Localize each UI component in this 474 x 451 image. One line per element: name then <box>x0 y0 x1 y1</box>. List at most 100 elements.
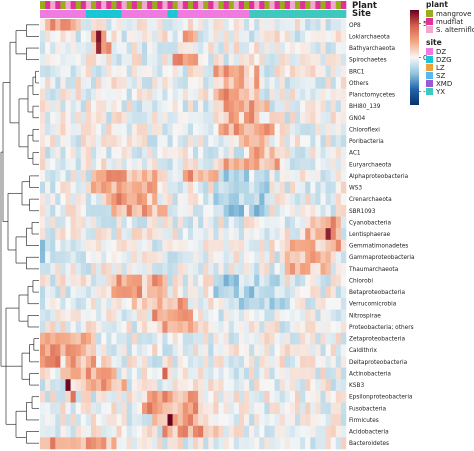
heatmap-cell <box>233 367 240 380</box>
heatmap-cell <box>40 77 46 90</box>
heatmap-cell <box>157 123 163 136</box>
heatmap-cell <box>182 414 189 427</box>
heatmap-cell <box>167 356 173 368</box>
heatmap-cell <box>218 170 224 182</box>
site-annotation-cell <box>279 10 286 18</box>
heatmap-cell <box>259 425 265 438</box>
heatmap-cell <box>162 181 168 194</box>
heatmap-cell <box>101 111 107 124</box>
heatmap-cell <box>233 228 240 241</box>
heatmap-cell <box>106 123 112 136</box>
heatmap-cell <box>182 100 189 113</box>
heatmap-cell <box>91 321 97 334</box>
heatmap-cell <box>96 286 102 299</box>
heatmap-cell <box>96 321 102 334</box>
heatmap-cell <box>40 158 46 171</box>
heatmap-cell <box>295 286 301 299</box>
heatmap-cell <box>320 181 326 194</box>
heatmap-cell <box>203 274 209 287</box>
heatmap-cell <box>142 30 148 43</box>
heatmap-cell <box>330 123 337 136</box>
heatmap-cell <box>65 274 71 287</box>
heatmap-cell <box>213 170 219 182</box>
heatmap-cell <box>320 228 326 241</box>
heatmap-cell <box>279 181 286 194</box>
heatmap-cell <box>85 111 92 124</box>
heatmap-cell <box>315 170 321 182</box>
heatmap-cell <box>187 146 194 159</box>
heatmap-cell <box>208 239 214 252</box>
heatmap-cell <box>157 53 163 66</box>
heatmap-cell <box>187 88 194 101</box>
heatmap-cell <box>40 135 46 148</box>
heatmap-cell <box>60 123 66 136</box>
heatmap-cell <box>85 414 92 427</box>
plant-annotation-cell <box>65 1 71 9</box>
heatmap-cell <box>96 65 102 78</box>
heatmap-cell <box>213 425 219 438</box>
heatmap-cell <box>310 286 316 299</box>
heatmap-cell <box>233 390 240 403</box>
heatmap-cell <box>340 332 347 345</box>
plant-annotation-cell <box>320 1 326 9</box>
heatmap-cell <box>310 88 316 101</box>
heatmap-cell <box>80 42 87 55</box>
heatmap-cell <box>167 42 173 55</box>
heatmap-cell <box>106 390 112 403</box>
heatmap-cell <box>300 263 306 275</box>
heatmap-cell <box>96 146 102 159</box>
heatmap-cell <box>136 88 143 101</box>
heatmap-cell <box>254 274 260 287</box>
plant-annotation-cell <box>55 1 61 9</box>
heatmap-cell <box>310 193 316 206</box>
heatmap-cell <box>198 437 204 450</box>
heatmap-cell <box>96 425 102 438</box>
heatmap-cell <box>289 286 296 299</box>
heatmap-cell <box>238 228 245 241</box>
heatmap-cell <box>157 158 163 171</box>
heatmap-cell <box>65 344 71 357</box>
heatmap-cell <box>289 170 296 182</box>
heatmap-cell <box>152 437 158 450</box>
heatmap-cell <box>284 379 291 392</box>
heatmap-cell <box>142 146 148 159</box>
heatmap-cell <box>172 437 178 450</box>
heatmap-cell <box>300 19 306 31</box>
heatmap-cell <box>259 146 265 159</box>
heatmap-cell <box>65 286 71 299</box>
heatmap-cell <box>111 123 117 136</box>
heatmap-cell <box>55 251 61 264</box>
heatmap-cell <box>75 251 82 264</box>
heatmap-cell <box>315 65 321 78</box>
heatmap-cell <box>167 88 173 101</box>
heatmap-cell <box>101 123 107 136</box>
heatmap-cell <box>116 193 122 206</box>
heatmap-cell <box>330 263 337 275</box>
heatmap-cell <box>259 100 265 113</box>
heatmap-cell <box>228 77 235 90</box>
heatmap-cell <box>136 321 143 334</box>
heatmap-cell <box>116 309 122 322</box>
row-label: Lokiarchaeota <box>349 34 390 40</box>
heatmap-cell <box>233 158 240 171</box>
heatmap-cell <box>228 181 235 194</box>
heatmap-cell <box>223 263 229 275</box>
heatmap-cell <box>244 181 250 194</box>
heatmap-cell <box>223 42 229 55</box>
heatmap-cell <box>111 367 117 380</box>
plant-annotation-cell <box>223 1 229 9</box>
heatmap-cell <box>233 19 240 31</box>
heatmap-cell <box>70 367 76 380</box>
site-annotation-cell <box>315 10 321 18</box>
heatmap-cell <box>126 309 133 322</box>
heatmap-cell <box>91 263 97 275</box>
heatmap-cell <box>55 135 61 148</box>
heatmap-cell <box>330 181 337 194</box>
heatmap-cell <box>259 216 265 229</box>
heatmap-cell <box>75 344 82 357</box>
heatmap-cell <box>131 297 138 310</box>
heatmap-cell <box>218 379 224 392</box>
heatmap-cell <box>325 216 331 229</box>
heatmap-cell <box>60 251 66 264</box>
heatmap-cell <box>147 297 153 310</box>
